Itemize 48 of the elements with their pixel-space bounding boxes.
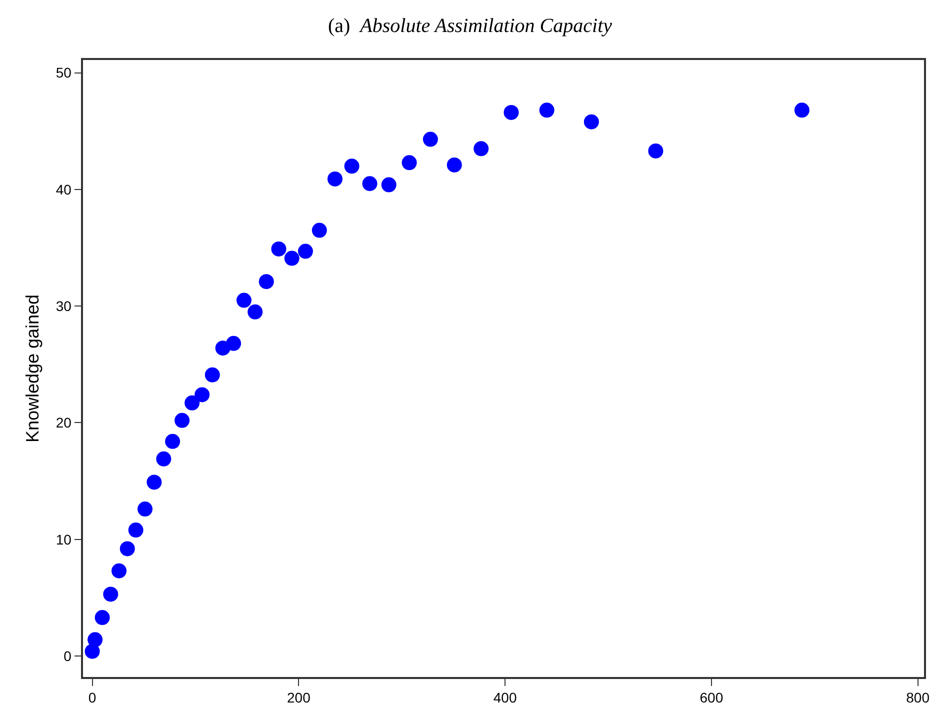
point — [184, 395, 200, 410]
x-tick-label: 800 — [906, 690, 930, 706]
point — [284, 250, 300, 266]
point — [298, 244, 313, 259]
point — [271, 241, 286, 256]
point — [312, 222, 327, 238]
point — [584, 114, 599, 130]
y-tick-label: 0 — [64, 648, 72, 664]
y-tick-label: 50 — [56, 64, 72, 81]
point — [504, 104, 519, 120]
point — [88, 632, 103, 648]
point — [204, 367, 220, 382]
y-tick-label: 40 — [56, 181, 72, 198]
point — [236, 292, 252, 308]
point — [128, 522, 144, 538]
point — [381, 177, 396, 192]
point — [226, 336, 242, 351]
y-tick-label: 10 — [56, 531, 72, 548]
x-tick-label: 600 — [700, 690, 724, 706]
point — [165, 434, 180, 449]
y-tick-label: 20 — [56, 414, 72, 431]
point — [794, 102, 810, 118]
point — [422, 132, 438, 147]
point — [402, 155, 417, 170]
point — [156, 451, 172, 466]
point — [258, 274, 274, 290]
point — [446, 157, 462, 172]
point — [103, 586, 118, 602]
x-tick-label: 0 — [88, 690, 96, 706]
point — [146, 474, 162, 490]
point — [648, 143, 664, 158]
y-tick-label: 30 — [56, 298, 72, 314]
point — [174, 412, 190, 428]
point — [344, 158, 360, 174]
point — [94, 610, 110, 626]
x-tick-label: 400 — [493, 690, 517, 706]
point — [248, 304, 263, 320]
x-tick-label: 200 — [286, 690, 311, 706]
point — [327, 171, 342, 186]
point — [362, 176, 378, 192]
point — [474, 141, 489, 156]
point — [539, 102, 554, 118]
chart-title: (a) Absolute Assimilation Capacity — [328, 14, 612, 37]
point — [112, 563, 127, 578]
point — [120, 541, 135, 556]
point — [194, 387, 210, 402]
y-axis-title: Knowledge gained — [22, 294, 43, 443]
point — [138, 502, 153, 517]
